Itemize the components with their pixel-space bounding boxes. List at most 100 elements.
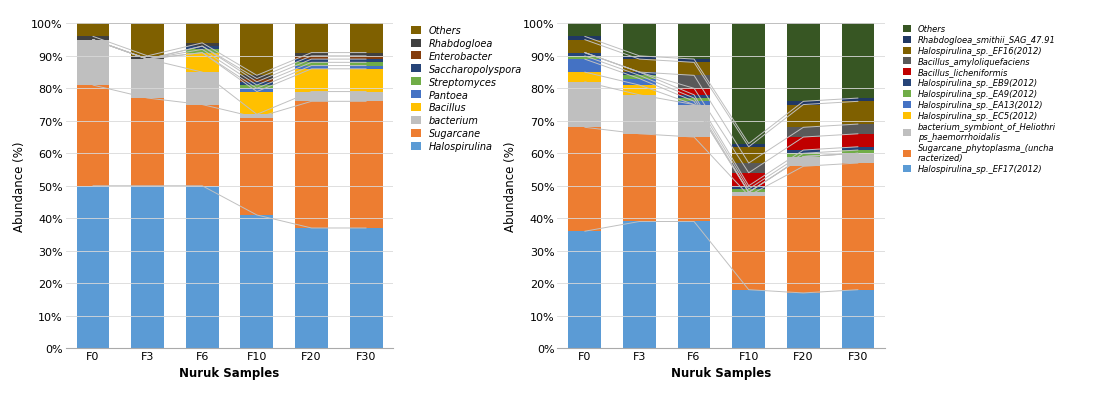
Bar [842,24,874,99]
Bar [623,134,656,222]
Bar [295,60,328,63]
Bar [732,186,765,190]
Bar [77,24,109,37]
Bar [186,50,219,53]
Bar [240,118,273,215]
Bar [732,193,765,196]
Bar [732,144,765,147]
Bar [732,196,765,290]
Bar [732,190,765,193]
Bar [787,102,820,105]
Bar [568,73,601,83]
Bar [77,186,109,348]
Bar [678,96,710,99]
Bar [240,86,273,89]
Bar [568,24,601,37]
Bar [842,164,874,290]
Bar [131,60,164,99]
Bar [623,60,656,73]
Bar [568,232,601,348]
Bar [623,79,656,86]
Y-axis label: Abundance (%): Abundance (%) [13,141,25,231]
Bar [77,37,109,40]
Bar [568,57,601,60]
Bar [678,63,710,76]
Bar [678,89,710,96]
Bar [240,83,273,86]
Bar [623,86,656,96]
Bar [732,24,765,144]
Bar [350,63,383,66]
Bar [131,24,164,57]
Bar [77,86,109,186]
Bar [842,125,874,134]
Bar [568,83,601,128]
Bar [240,89,273,92]
Bar [787,167,820,293]
Bar [842,154,874,164]
Bar [295,57,328,60]
X-axis label: Nuruk Samples: Nuruk Samples [671,367,772,379]
Bar [842,102,874,125]
Bar [787,138,820,151]
Bar [350,60,383,63]
Bar [623,24,656,57]
Bar [787,157,820,167]
Y-axis label: Abundance (%): Abundance (%) [505,141,517,231]
Bar [186,53,219,73]
Bar [568,60,601,73]
Bar [623,73,656,76]
Bar [678,24,710,60]
Bar [295,53,328,57]
Bar [678,76,710,89]
Bar [350,24,383,53]
Bar [295,63,328,66]
Bar [623,57,656,60]
Bar [623,76,656,79]
Bar [240,115,273,118]
Bar [787,154,820,157]
Bar [787,24,820,102]
Bar [186,47,219,50]
Bar [568,37,601,40]
Bar [678,105,710,138]
Bar [678,102,710,105]
Bar [732,173,765,186]
Bar [350,70,383,92]
Bar [678,60,710,63]
Legend: Others, Rhabdogloea_smithii_SAG_47.91, Halospirulina_sp._EF16(2012), Bacillus_am: Others, Rhabdogloea_smithii_SAG_47.91, H… [903,25,1056,174]
Bar [350,92,383,102]
Bar [678,222,710,348]
Bar [295,24,328,53]
Bar [350,228,383,348]
Bar [186,24,219,44]
Bar [732,164,765,173]
Bar [842,134,874,147]
Bar [186,186,219,348]
Bar [295,70,328,92]
Bar [623,96,656,134]
Bar [295,92,328,102]
Bar [240,92,273,115]
Bar [568,128,601,232]
Bar [131,99,164,186]
Bar [732,290,765,348]
Bar [295,66,328,70]
Bar [568,53,601,57]
Bar [295,102,328,228]
Bar [350,57,383,60]
Bar [787,151,820,154]
Bar [787,128,820,138]
X-axis label: Nuruk Samples: Nuruk Samples [179,367,280,379]
Bar [240,215,273,348]
Bar [240,79,273,83]
Bar [240,76,273,79]
Bar [678,99,710,102]
Bar [350,102,383,228]
Bar [186,73,219,105]
Bar [842,99,874,102]
Bar [131,186,164,348]
Bar [186,105,219,186]
Bar [295,228,328,348]
Bar [787,293,820,348]
